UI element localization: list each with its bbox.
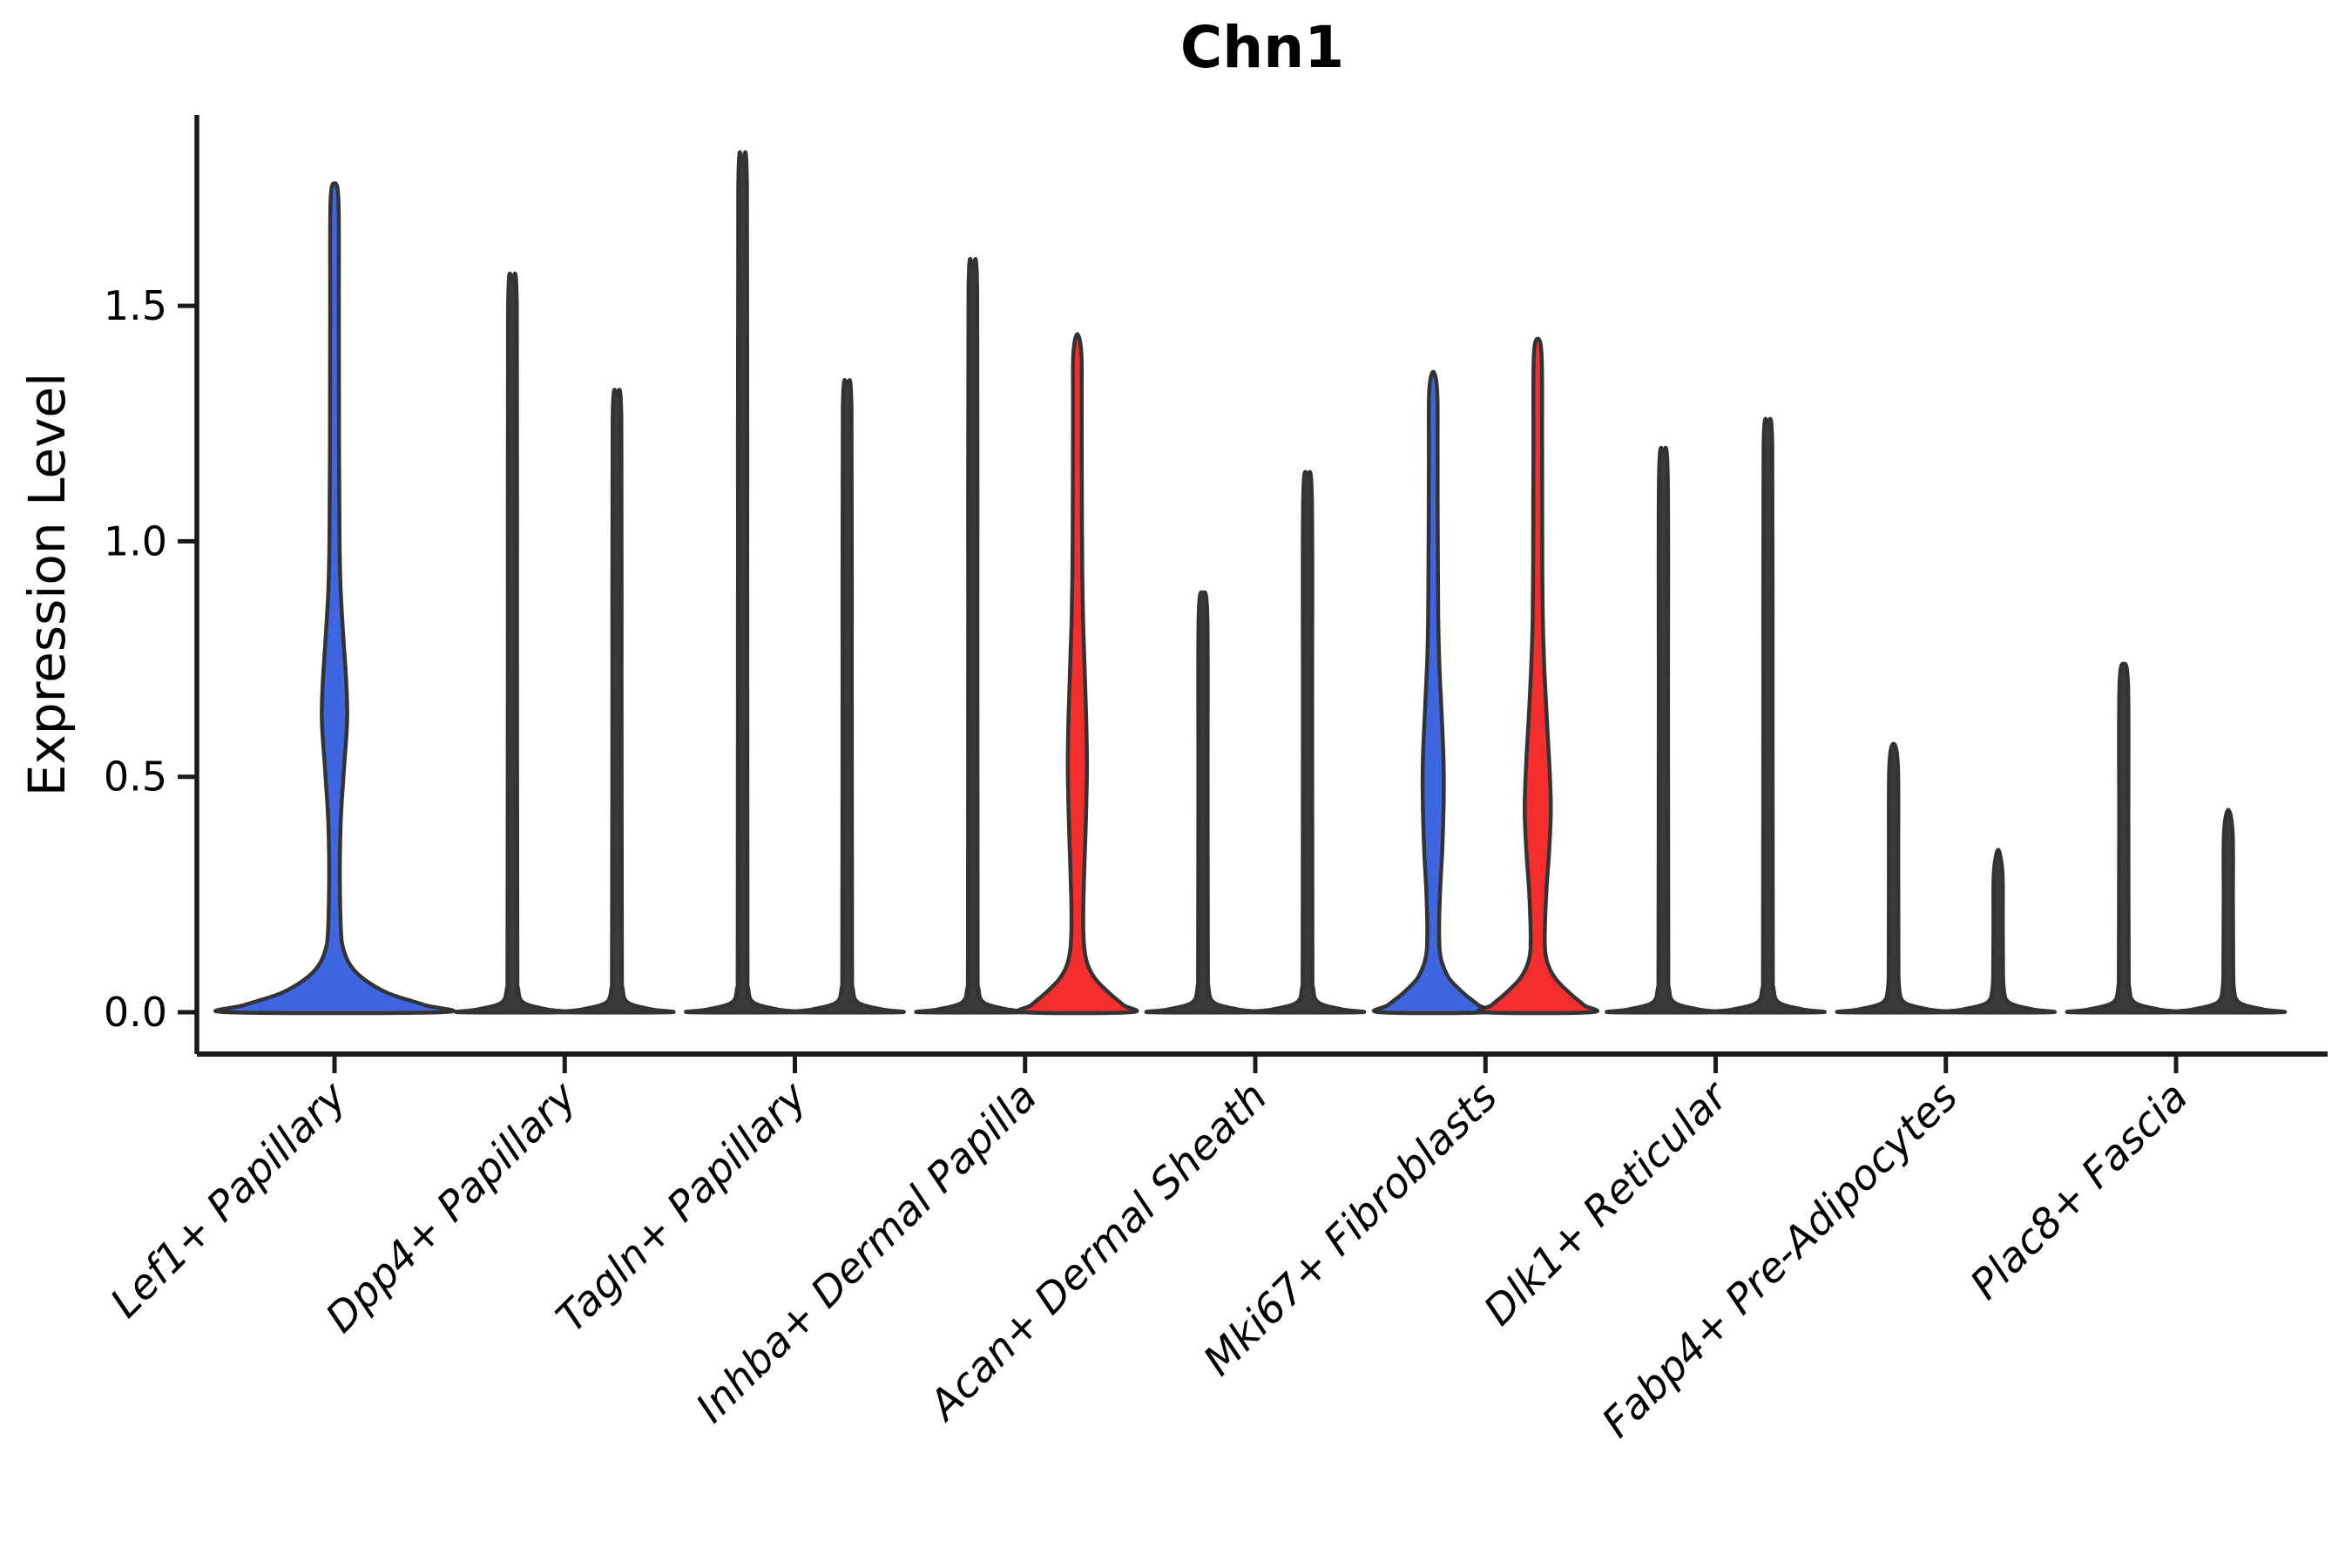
violin-group-tagln-papillary (684, 150, 906, 1015)
violin-plac8-fascia-right (2169, 808, 2288, 1015)
violin-dlk1-reticular-left (1605, 445, 1722, 1015)
violin-dlk1-reticular-right (1709, 416, 1827, 1015)
x-tick-label-dpp4-papillary: Dpp4+ Papillary (317, 1072, 587, 1342)
y-tick-label: 0.5 (104, 754, 167, 801)
violin-tagln-papillary-right (788, 378, 906, 1015)
outlier-dot (1994, 921, 2003, 929)
violin-fabp4-pre-adipocytes-right (1939, 848, 2058, 1015)
outlier-dot (2119, 803, 2128, 812)
violin-dpp4-papillary-right (558, 388, 676, 1015)
violin-group-mki67-fibroblasts (1371, 336, 1599, 1016)
violin-acan-dermal-sheath-right (1248, 470, 1367, 1015)
outlier-dot (1994, 935, 2003, 943)
violin-group-inhba-dermal-papilla (914, 256, 1139, 1016)
violin-group-plac8-fascia (2065, 661, 2288, 1015)
violin-lef1-papillary-center (213, 181, 456, 1016)
y-tick-label: 0.0 (104, 989, 167, 1036)
violin-group-dpp4-papillary (454, 271, 676, 1015)
violin-inhba-dermal-papilla-right (1016, 332, 1139, 1016)
outlier-dot (2119, 885, 2128, 894)
violin-group-lef1-papillary (213, 181, 456, 1016)
x-tick-label-plac8-fascia: Plac8+ Fascia (1961, 1073, 2197, 1309)
violin-fabp4-pre-adipocytes-left (1835, 741, 1953, 1015)
violin-tagln-papillary-left (684, 150, 801, 1015)
violin-group-dlk1-reticular (1605, 416, 1827, 1015)
x-tick-label-tagln-papillary: Tagln+ Papillary (547, 1072, 817, 1342)
x-tick-label-dlk1-reticular: Dlk1+ Reticular (1475, 1071, 1739, 1335)
y-tick-label: 1.5 (104, 282, 167, 329)
violin-group-acan-dermal-sheath (1144, 470, 1367, 1015)
violin-plac8-fascia-left (2065, 661, 2183, 1015)
violin-acan-dermal-sheath-left (1144, 590, 1262, 1015)
outlier-dot (2119, 763, 2128, 772)
violin-group-fabp4-pre-adipocytes (1835, 741, 2058, 1015)
outlier-dot (2119, 871, 2128, 880)
violin-inhba-dermal-papilla-left (914, 256, 1032, 1015)
violin-mki67-fibroblasts-right (1476, 336, 1599, 1016)
y-tick-label: 1.0 (104, 517, 167, 564)
x-tick-label-lef1-papillary: Lef1+ Papillary (101, 1072, 356, 1328)
violin-dpp4-papillary-left (454, 271, 571, 1015)
plot-title: Chn1 (1179, 14, 1345, 81)
y-axis-label: Expression Level (17, 372, 77, 797)
violin-mki67-fibroblasts-left (1371, 369, 1495, 1016)
